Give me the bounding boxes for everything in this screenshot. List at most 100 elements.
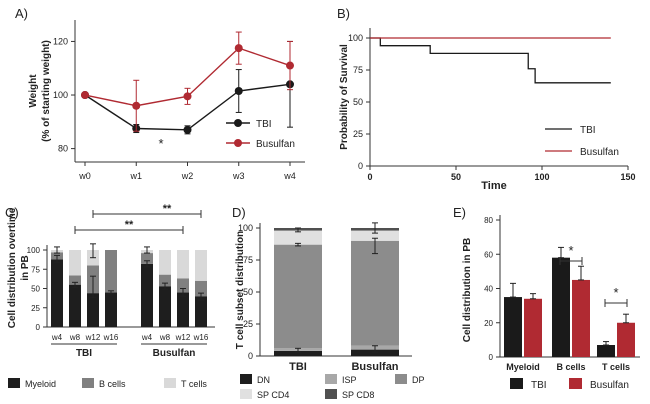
legend-swatch — [325, 374, 337, 384]
legend-marker — [234, 119, 242, 127]
panel-label-c: C) — [5, 205, 19, 220]
bar-busulfan — [524, 298, 542, 357]
y-tick-label: 50 — [243, 287, 253, 297]
y-tick-label: 75 — [31, 265, 40, 274]
bar-busulfan — [572, 279, 590, 357]
x-tick-label: w4 — [283, 171, 296, 181]
y-tick-label: 75 — [243, 255, 253, 265]
x-tick-label: T cells — [602, 362, 630, 372]
stacked-bar-sp-cd4 — [351, 230, 399, 241]
stacked-bar-t-cells — [69, 250, 81, 276]
y-tick-label: 25 — [31, 304, 40, 313]
survival-line-tbi — [370, 37, 611, 84]
y-axis-label-2: (% of starting weight) — [41, 40, 52, 142]
stacked-bar-myeloid — [105, 292, 117, 327]
legend-label: Myeloid — [25, 379, 56, 389]
legend-swatch — [569, 378, 582, 389]
y-tick-label: 100 — [238, 223, 253, 233]
stacked-bar-myeloid — [159, 286, 171, 327]
legend-label: DP — [412, 375, 425, 385]
y-tick-label: 0 — [489, 353, 494, 362]
panel-label-a: A) — [15, 6, 28, 21]
y-tick-label: 60 — [484, 250, 493, 259]
significance-star: * — [613, 285, 618, 300]
y-tick-label: 120 — [53, 36, 68, 46]
y-tick-label: 0 — [248, 351, 253, 361]
significance-star: * — [158, 136, 163, 151]
stacked-bar-myeloid — [51, 259, 63, 327]
stacked-bar-b-cells — [105, 250, 117, 293]
x-axis-label: Time — [481, 180, 506, 192]
y-tick-label: 80 — [58, 144, 68, 154]
stacked-bar-t-cells — [177, 250, 189, 279]
stacked-bar-myeloid — [87, 293, 99, 327]
x-tick-label: w12 — [85, 333, 101, 342]
y-tick-label: 40 — [484, 285, 493, 294]
data-point — [183, 125, 192, 134]
y-tick-label: 50 — [353, 97, 363, 107]
stacked-bar-t-cells — [159, 250, 171, 275]
x-tick-label: w1 — [129, 171, 142, 181]
x-tick-label: w0 — [78, 171, 91, 181]
panel-label-e: E) — [453, 205, 466, 220]
y-tick-label: 25 — [353, 129, 363, 139]
bar-tbi — [597, 345, 615, 357]
stacked-bar-dp — [351, 240, 399, 346]
x-tick-label: Busulfan — [351, 361, 398, 373]
legend-swatch — [8, 378, 20, 388]
stacked-bar-b-cells — [141, 253, 153, 264]
legend-label: ISP — [342, 375, 357, 385]
y-tick-label: 0 — [36, 323, 41, 332]
x-tick-label: TBI — [289, 361, 307, 373]
legend-label: SP CD4 — [257, 390, 289, 400]
stacked-bar-b-cells — [195, 280, 207, 297]
x-tick-label: w2 — [181, 171, 194, 181]
x-tick-label: w12 — [175, 333, 191, 342]
y-axis-label: Cell distribution overtime — [7, 207, 18, 328]
panel-label-b: B) — [337, 6, 350, 21]
legend-swatch — [240, 389, 252, 399]
y-tick-label: 25 — [243, 319, 253, 329]
stacked-bar-sp-cd4 — [274, 230, 322, 245]
legend-swatch — [325, 389, 337, 399]
y-tick-label: 100 — [53, 90, 68, 100]
y-axis-label: Cell distribution in PB — [462, 238, 473, 342]
stacked-bar-myeloid — [177, 292, 189, 327]
legend-swatch — [510, 378, 523, 389]
x-tick-label: 150 — [620, 172, 635, 182]
y-tick-label: 100 — [348, 33, 363, 43]
group-label: TBI — [76, 348, 92, 359]
significance-stars: ** — [163, 203, 172, 215]
x-tick-label: 100 — [534, 172, 549, 182]
significance-star: * — [568, 243, 573, 258]
bar-tbi — [552, 257, 570, 357]
data-point — [234, 44, 243, 53]
stacked-bar-dp — [274, 244, 322, 349]
stacked-bar-dn — [274, 350, 322, 356]
y-tick-label: 100 — [27, 246, 41, 255]
x-tick-label: w8 — [69, 333, 81, 342]
legend-label: T cells — [181, 379, 207, 389]
legend-swatch — [82, 378, 94, 388]
legend-label: Busulfan — [256, 139, 295, 150]
data-point — [132, 101, 141, 110]
x-tick-label: B cells — [556, 362, 585, 372]
stacked-bar-myeloid — [195, 296, 207, 327]
legend-swatch — [164, 378, 176, 388]
data-point — [234, 87, 243, 95]
legend-label: TBI — [256, 119, 272, 130]
significance-stars: ** — [125, 219, 134, 231]
stacked-bar-myeloid — [69, 284, 81, 327]
legend-swatch — [240, 374, 252, 384]
x-tick-label: w4 — [51, 333, 63, 342]
x-tick-label: w3 — [232, 171, 245, 181]
y-axis-label: Weight — [28, 74, 39, 108]
panel-label-d: D) — [232, 205, 246, 220]
legend-swatch — [395, 374, 407, 384]
stacked-bar-t-cells — [195, 250, 207, 281]
legend-label: TBI — [531, 380, 547, 391]
y-axis-label-2: in PB — [20, 255, 31, 281]
legend-label: B cells — [99, 379, 126, 389]
stacked-bar-myeloid — [141, 263, 153, 327]
